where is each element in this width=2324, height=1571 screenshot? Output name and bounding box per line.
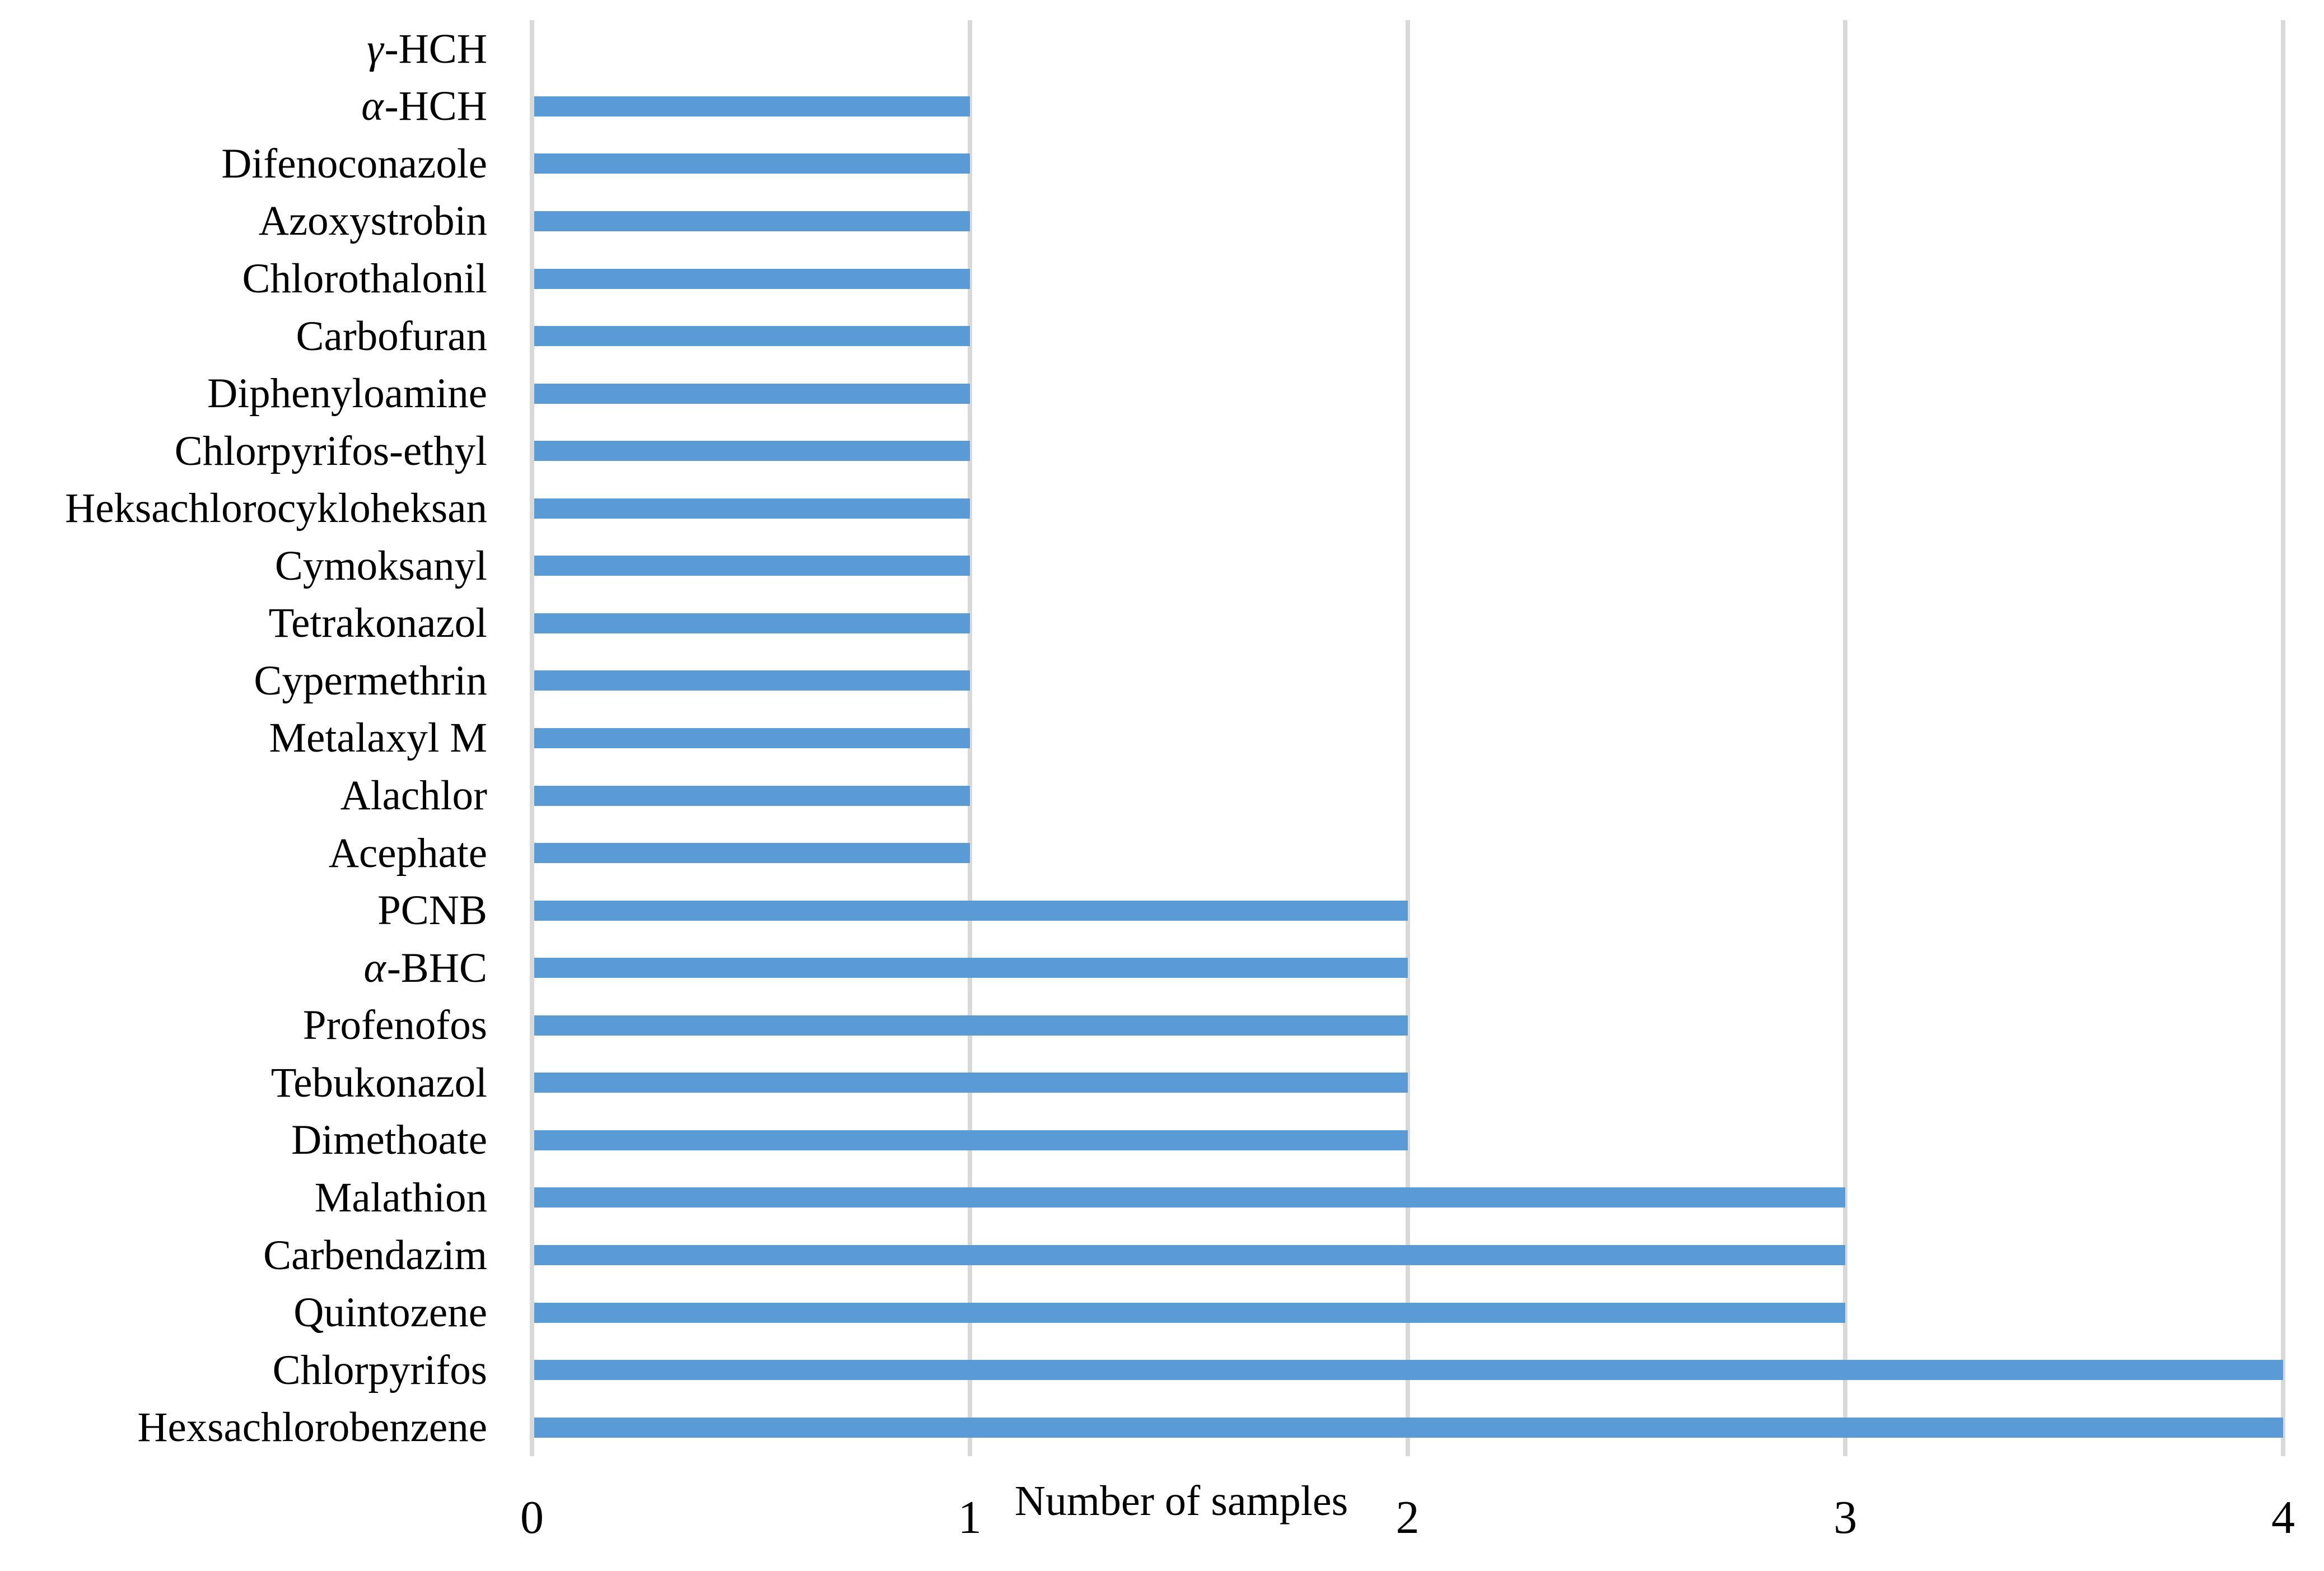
gridline-x-3 xyxy=(1843,20,1848,1456)
category-label: α -HCH xyxy=(361,83,487,130)
bar xyxy=(534,268,970,289)
bar xyxy=(534,383,970,404)
bar xyxy=(534,1073,1408,1093)
bar xyxy=(534,1130,1408,1150)
bar xyxy=(534,1417,2283,1438)
category-label: Chlorothalonil xyxy=(242,255,487,302)
x-tick-label: 3 xyxy=(1833,1491,1858,1544)
category-label: Diphenyloamine xyxy=(207,370,487,417)
category-label: Difenoconazole xyxy=(221,140,487,187)
category-label: γ -HCH xyxy=(367,25,487,72)
category-label: Carbofuran xyxy=(296,313,487,360)
category-label: Cymoksanyl xyxy=(274,542,487,589)
category-label: Alachlor xyxy=(340,772,487,819)
category-label: Acephate xyxy=(328,829,487,877)
gridline-x-0 xyxy=(530,20,534,1456)
x-tick-label: 1 xyxy=(958,1491,982,1544)
bar xyxy=(534,958,1408,978)
bar xyxy=(534,498,970,519)
bar xyxy=(534,1360,2283,1381)
gridline-x-4 xyxy=(2281,20,2285,1456)
bar xyxy=(534,613,970,633)
bar xyxy=(534,900,1408,921)
bar xyxy=(534,556,970,576)
bar xyxy=(534,843,970,864)
category-label: Heksachlorocykloheksan xyxy=(65,485,487,532)
category-label: Hexsachlorobenzene xyxy=(137,1404,487,1451)
x-tick-label: 0 xyxy=(520,1491,544,1544)
category-label: Quintozene xyxy=(293,1289,487,1336)
category-label: Azoxystrobin xyxy=(258,198,487,245)
bar xyxy=(534,96,970,116)
category-label: Tetrakonazol xyxy=(268,600,487,647)
bar xyxy=(534,670,970,691)
x-tick-label: 4 xyxy=(2271,1491,2295,1544)
bar xyxy=(534,728,970,748)
category-label: Dimethoate xyxy=(291,1117,487,1164)
category-label: Carbendazim xyxy=(263,1232,487,1279)
category-label: PCNB xyxy=(377,887,487,934)
bar xyxy=(534,785,970,806)
bar xyxy=(534,1245,1846,1266)
x-tick-label: 2 xyxy=(1396,1491,1420,1544)
bar xyxy=(534,153,970,174)
category-label: Chlorpyrifos-ethyl xyxy=(174,427,487,474)
bar xyxy=(534,1302,1846,1323)
gridline-x-2 xyxy=(1405,20,1410,1456)
bar xyxy=(534,1187,1846,1208)
category-label: Metalaxyl M xyxy=(269,715,487,762)
category-label: Malathion xyxy=(314,1174,487,1221)
gridline-x-1 xyxy=(967,20,972,1456)
bar xyxy=(534,441,970,461)
category-label: Chlorpyrifos xyxy=(272,1346,487,1393)
category-label: Profenofos xyxy=(302,1002,487,1049)
category-label: Tebukonazol xyxy=(270,1059,487,1106)
category-label: Cypermethrin xyxy=(254,657,487,704)
category-label: α -BHC xyxy=(363,944,487,991)
x-axis-title: Number of samples xyxy=(1015,1477,1348,1525)
bar xyxy=(534,211,970,231)
bar xyxy=(534,326,970,347)
bar xyxy=(534,1015,1408,1036)
